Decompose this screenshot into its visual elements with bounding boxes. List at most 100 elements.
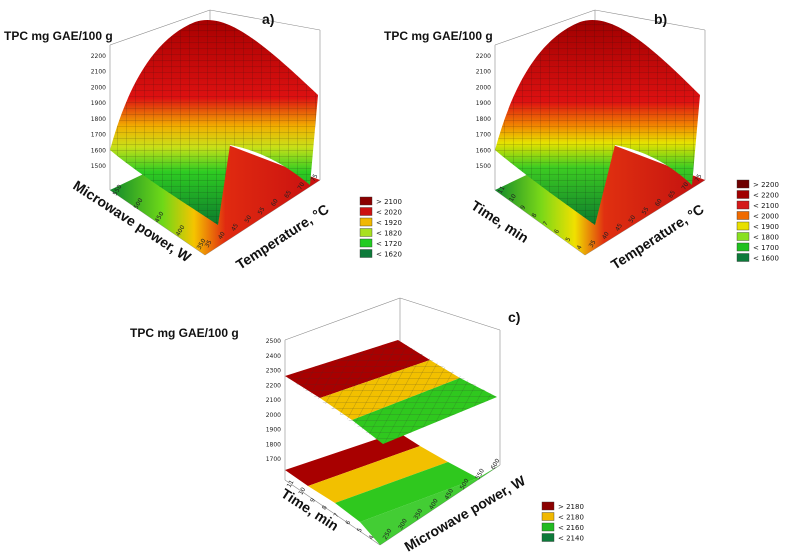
- legend: > 2200 < 2200 < 2100 < 2000 < 1900 < 1800 < 17…: [736, 179, 779, 263]
- y-tick-label: 4: [576, 244, 584, 251]
- x-tick-label: 250: [382, 527, 394, 541]
- legend-swatch: [359, 217, 373, 227]
- x-tick-label: 50: [243, 214, 253, 224]
- legend-label: < 2000: [753, 213, 779, 221]
- axis-box-edge: [209, 9, 321, 31]
- legend-swatch: [359, 228, 373, 237]
- y-tick-label: 4: [368, 534, 376, 541]
- legend-swatch: [736, 221, 750, 231]
- x-tick-label: 65: [283, 189, 293, 199]
- axis-box-edge: [284, 297, 401, 341]
- z-tick-label: 1900: [266, 427, 281, 434]
- z-tick-label: 2100: [266, 397, 281, 404]
- y-tick-label: 10: [297, 486, 307, 496]
- legend-swatch: [359, 238, 373, 248]
- y-tick-label: 500: [133, 197, 145, 211]
- y-tick-label: 7: [333, 512, 341, 519]
- surface-mesh: [285, 340, 497, 444]
- y-tick-label: 550: [112, 183, 124, 197]
- legend-swatch: [541, 522, 555, 532]
- panel-label: a): [262, 11, 274, 27]
- z-axis-title: TPC mg GAE/100 g: [4, 29, 113, 43]
- x-tick-label: 50: [627, 214, 637, 224]
- surface-mesh: [110, 20, 318, 225]
- x-tick-label: 70: [680, 181, 690, 191]
- legend-swatch: [736, 200, 750, 210]
- z-tick-label: 1900: [476, 100, 491, 107]
- y-tick-label: 8: [531, 212, 539, 219]
- x-tick-label: 550: [474, 467, 486, 481]
- legend-label: < 1920: [376, 219, 402, 227]
- axis-box-edge: [594, 9, 706, 31]
- z-tick-label: 1500: [476, 163, 491, 170]
- z-tick-label: 2000: [91, 84, 106, 91]
- legend: > 2180 < 2180 < 2160 < 2140: [541, 501, 584, 543]
- y-tick-label: 11: [286, 479, 296, 489]
- y-tick-label: 5: [564, 236, 572, 243]
- y-tick-label: 9: [519, 204, 527, 211]
- z-tick-label: 1800: [476, 116, 491, 123]
- z-tick-label: 2200: [91, 53, 106, 60]
- x-tick-label: 35: [204, 239, 214, 249]
- z-tick-label: 2200: [476, 53, 491, 60]
- legend-swatch: [359, 196, 373, 206]
- x-tick-label: 300: [397, 517, 409, 531]
- z-tick-label: 2000: [476, 84, 491, 91]
- z-tick-label: 2300: [266, 368, 281, 375]
- legend-label: < 2180: [558, 514, 584, 522]
- legend-label: < 1800: [753, 234, 779, 242]
- axis-box-edge: [284, 479, 381, 546]
- y-tick-label: 450: [154, 210, 166, 224]
- z-tick-label: 1600: [476, 147, 491, 154]
- x-tick-label: 75: [694, 173, 704, 183]
- legend: > 2100 < 2020 < 1920 < 1820 < 1720 < 1620: [359, 196, 402, 259]
- x-tick-label: 450: [443, 487, 455, 501]
- legend-swatch: [736, 232, 750, 241]
- z-tick-label: 2200: [266, 382, 281, 389]
- panel-a: TPC mg GAE/100 g a) Microwave power, W T…: [4, 9, 402, 273]
- legend-swatch: [359, 207, 373, 216]
- legend-swatch: [359, 249, 373, 258]
- z-tick-label: 2400: [266, 353, 281, 360]
- z-tick-label: 1600: [91, 147, 106, 154]
- z-tick-labels: 2500 2400 2300 2200 2100 2000 1900 1800 1700: [266, 338, 281, 463]
- legend-label: < 2020: [376, 209, 402, 217]
- z-tick-label: 1700: [91, 132, 106, 139]
- y-tick-label: 6: [553, 228, 561, 235]
- x-tick-label: 40: [601, 230, 611, 240]
- legend-swatch: [736, 190, 750, 199]
- z-tick-label: 2100: [476, 69, 491, 76]
- floor-band: [335, 462, 478, 522]
- legend-swatch: [541, 533, 555, 542]
- z-tick-labels: 2200 2100 2000 1900 1800 1700 1600 1500: [476, 53, 491, 170]
- x-tick-label: 55: [257, 206, 267, 216]
- x-tick-label: 350: [413, 507, 425, 521]
- y-tick-label: 400: [175, 224, 187, 238]
- legend-label: < 1700: [753, 244, 779, 252]
- x-tick-label: 40: [217, 230, 227, 240]
- y-tick-label: 8: [321, 504, 329, 511]
- floor-band: [308, 446, 448, 503]
- x-tick-label: 75: [310, 173, 320, 183]
- y-tick-label: 7: [542, 220, 550, 227]
- floor-band: [285, 432, 420, 486]
- y-tick-label: 350: [196, 237, 208, 251]
- z-tick-label: 1500: [91, 163, 106, 170]
- z-tick-labels: 2200 2100 2000 1900 1800 1700 1600 1500: [91, 53, 106, 170]
- x-tick-label: 400: [428, 497, 440, 511]
- z-axis-title: TPC mg GAE/100 g: [384, 29, 493, 43]
- x-tick-label: 60: [270, 197, 280, 207]
- floor-band: [360, 465, 500, 545]
- z-tick-label: 1900: [91, 100, 106, 107]
- x-tick-label: 45: [230, 222, 240, 232]
- axis-box-edge: [494, 9, 596, 46]
- legend-label: < 2200: [753, 192, 779, 200]
- x-tick-label: 500: [459, 477, 471, 491]
- y-tick-label: 10: [508, 193, 518, 203]
- x-tick-label: 55: [641, 206, 651, 216]
